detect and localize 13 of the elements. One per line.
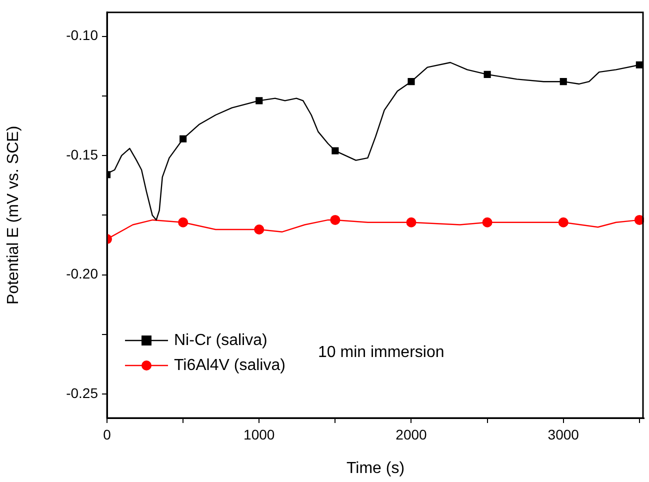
y-tick-label: -0.20: [66, 266, 98, 282]
y-tick-label: -0.25: [66, 385, 98, 401]
x-tick-label: 3000: [548, 426, 580, 442]
x-tick-label: 2000: [396, 426, 428, 442]
annotation: 10 min immersion: [318, 344, 444, 362]
legend-label: Ti6Al4V (saliva): [174, 356, 286, 374]
x-tick-label: 0: [103, 426, 112, 442]
y-tick-label: -0.15: [66, 146, 98, 162]
legend-label: Ni-Cr (saliva): [174, 332, 268, 349]
x-axis-title: Time (s): [346, 460, 405, 477]
x-tick-label: 1000: [244, 426, 275, 442]
y-axis-title: Potential E (mV vs. SCE): [5, 126, 22, 305]
y-tick-label: -0.10: [66, 27, 98, 44]
